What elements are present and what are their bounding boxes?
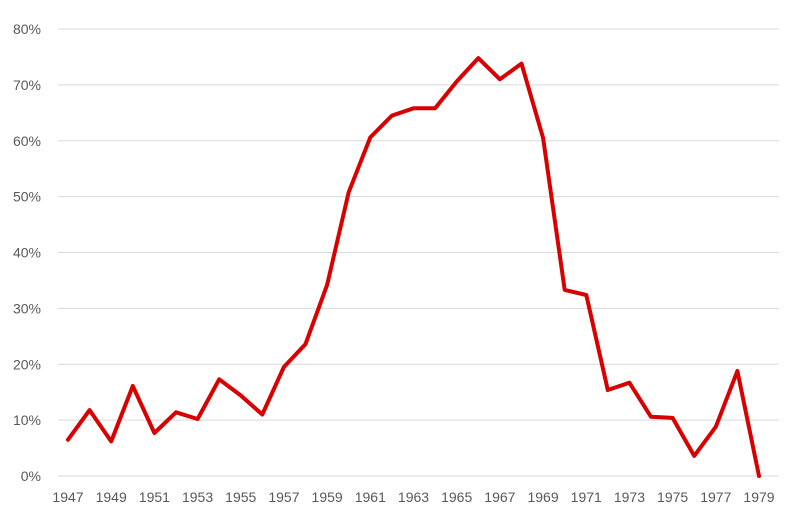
x-tick-label: 1953 — [182, 489, 213, 505]
y-axis-tick-labels: 0% 10% 20% 30% 40% 50% 60% 70% 80% — [13, 21, 41, 484]
x-tick-label: 1955 — [225, 489, 256, 505]
x-tick-label: 1949 — [96, 489, 127, 505]
x-axis-tick-labels: 1947 1949 1951 1953 1955 1957 1959 1961 1963 1965… — [52, 489, 774, 505]
series-lines — [66, 56, 761, 478]
y-tick-label: 20% — [13, 356, 41, 372]
x-tick-label: 1967 — [484, 489, 515, 505]
y-tick-label: 40% — [13, 245, 41, 261]
x-tick-label: 1957 — [268, 489, 299, 505]
x-tick-label: 1965 — [441, 489, 472, 505]
x-tick-label: 1969 — [527, 489, 558, 505]
x-tick-label: 1959 — [312, 489, 343, 505]
gridlines — [58, 28, 779, 477]
y-tick-label: 60% — [13, 133, 41, 149]
x-tick-label: 1963 — [398, 489, 429, 505]
x-tick-label: 1951 — [139, 489, 170, 505]
x-tick-label: 1977 — [700, 489, 731, 505]
y-tick-label: 80% — [13, 21, 41, 37]
x-tick-label: 1973 — [614, 489, 645, 505]
y-tick-label: 50% — [13, 189, 41, 205]
y-tick-label: 70% — [13, 77, 41, 93]
y-tick-label: 0% — [21, 468, 41, 484]
x-tick-label: 1975 — [657, 489, 688, 505]
x-tick-label: 1947 — [52, 489, 83, 505]
y-tick-label: 10% — [13, 412, 41, 428]
y-tick-label: 30% — [13, 300, 41, 316]
x-tick-label: 1971 — [571, 489, 602, 505]
x-tick-label: 1961 — [355, 489, 386, 505]
x-tick-label: 1979 — [743, 489, 774, 505]
series-line — [66, 56, 761, 478]
